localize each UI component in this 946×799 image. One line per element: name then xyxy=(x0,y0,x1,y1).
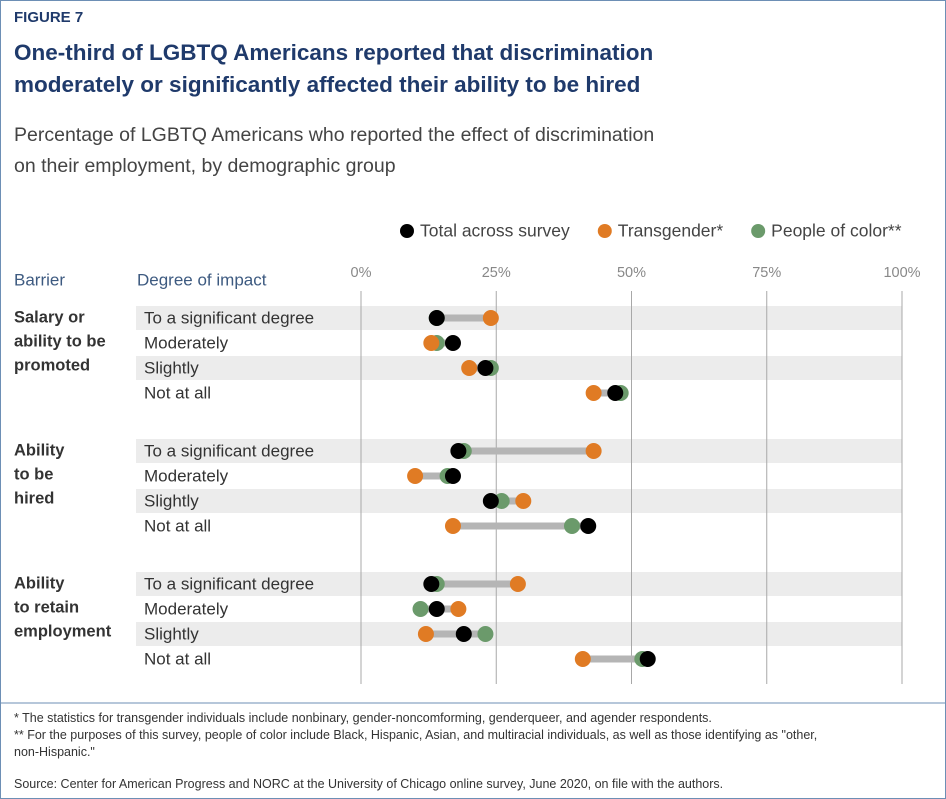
dot xyxy=(580,518,597,534)
legend-dot xyxy=(597,224,612,238)
dot xyxy=(461,360,478,376)
group-label: Salary or xyxy=(14,308,85,326)
x-tick-label: 75% xyxy=(752,265,781,281)
dot xyxy=(563,518,580,534)
group-label: promoted xyxy=(14,356,90,374)
x-tick-label: 25% xyxy=(482,265,511,281)
source: Source: Center for American Progress and… xyxy=(14,777,724,791)
dot xyxy=(450,443,467,459)
footnotes: * The statistics for transgender individ… xyxy=(14,710,824,761)
legend-label: Transgender* xyxy=(618,221,724,241)
row-label: Moderately xyxy=(144,599,229,618)
row-label: Slightly xyxy=(144,624,199,643)
dot xyxy=(444,468,461,484)
dot xyxy=(607,385,624,401)
figure-label: FIGURE 7 xyxy=(14,9,84,26)
footnote: ** For the purposes of this survey, peop… xyxy=(14,728,818,759)
dot xyxy=(477,360,494,376)
dot xyxy=(639,651,656,667)
dot xyxy=(407,468,424,484)
subtitle: Percentage of LGBTQ Americans who report… xyxy=(14,120,654,182)
group-label: Ability xyxy=(14,441,65,459)
dot xyxy=(509,576,526,592)
row-band xyxy=(136,306,902,330)
dot xyxy=(450,601,467,617)
group-label: hired xyxy=(14,489,54,507)
dot xyxy=(574,651,591,667)
dot xyxy=(423,335,440,351)
row-label: Moderately xyxy=(144,466,229,485)
row-label: To a significant degree xyxy=(144,574,314,593)
x-tick-label: 0% xyxy=(351,265,372,281)
subtitle-line: on their employment, by demographic grou… xyxy=(14,155,396,177)
row-label: Not at all xyxy=(144,649,211,668)
row-label: Moderately xyxy=(144,333,229,352)
dot xyxy=(515,493,532,509)
group-label: ability to be xyxy=(14,332,106,350)
legend-dot xyxy=(400,224,414,238)
group-label: to retain xyxy=(14,598,79,616)
legend-label: Total across survey xyxy=(420,221,570,241)
row-label: Not at all xyxy=(144,383,211,402)
dot xyxy=(482,493,499,509)
title: One-third of LGBTQ Americans reported th… xyxy=(14,37,653,101)
dot xyxy=(423,576,440,592)
dot xyxy=(585,385,602,401)
row-label: To a significant degree xyxy=(144,441,314,460)
group-label: to be xyxy=(14,465,53,483)
row-label: Slightly xyxy=(144,358,199,377)
title-line: One-third of LGBTQ Americans reported th… xyxy=(14,40,654,65)
footnote: * The statistics for transgender individ… xyxy=(14,711,712,725)
row-band xyxy=(136,356,902,380)
dot xyxy=(444,518,461,534)
dot xyxy=(417,626,434,642)
subtitle-line: Percentage of LGBTQ Americans who report… xyxy=(14,124,655,146)
row-label: Slightly xyxy=(144,491,199,510)
dot xyxy=(428,601,445,617)
dot xyxy=(477,626,494,642)
group-label: Ability xyxy=(14,574,65,592)
dot xyxy=(428,310,445,326)
dot xyxy=(455,626,472,642)
x-tick-label: 50% xyxy=(617,265,646,281)
title-line: moderately or significantly affected the… xyxy=(14,72,641,97)
dot xyxy=(444,335,461,351)
row-label: To a significant degree xyxy=(144,308,314,327)
group-label: employment xyxy=(14,622,112,640)
column-header: Degree of impact xyxy=(137,270,267,289)
dot xyxy=(585,443,602,459)
row-label: Not at all xyxy=(144,516,211,535)
dot xyxy=(412,601,429,617)
legend-label: People of color** xyxy=(771,221,902,241)
legend-dot xyxy=(751,224,766,238)
x-tick-label: 100% xyxy=(883,265,920,281)
dot xyxy=(482,310,499,326)
column-header: Barrier xyxy=(14,270,65,289)
row-band xyxy=(136,622,902,646)
